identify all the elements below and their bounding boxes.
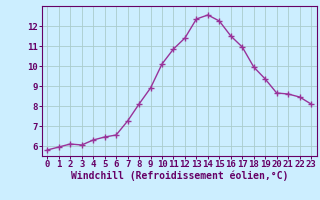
X-axis label: Windchill (Refroidissement éolien,°C): Windchill (Refroidissement éolien,°C) [70, 171, 288, 181]
